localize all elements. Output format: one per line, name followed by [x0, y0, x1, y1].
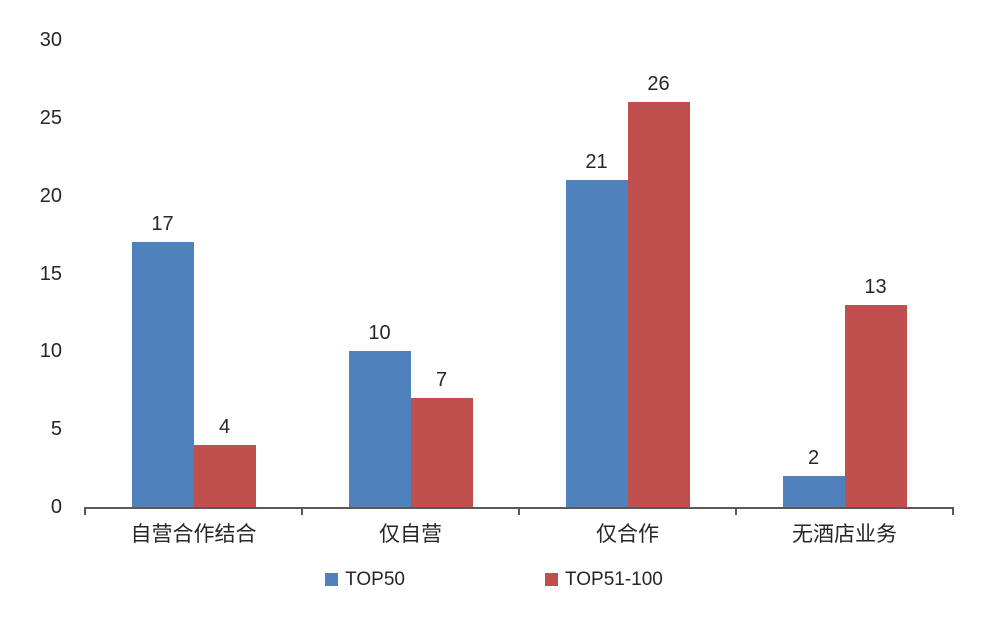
legend-swatch-icon — [325, 573, 339, 586]
bar-top50: 2 — [782, 448, 845, 507]
bar-top50: 21 — [565, 152, 628, 507]
plot-area: 17 4 10 7 21 26 2 13 — [85, 40, 953, 509]
bar-group: 2 13 — [782, 40, 907, 507]
bar-top50: 10 — [348, 323, 411, 507]
legend-swatch-icon — [544, 573, 558, 586]
x-axis-tick — [301, 507, 303, 515]
bar-value-label: 13 — [864, 275, 887, 298]
y-tick-label: 20 — [39, 184, 62, 207]
y-tick-label: 0 — [50, 496, 62, 518]
x-category-label: 仅自营 — [379, 523, 442, 546]
x-axis-tick — [952, 507, 954, 515]
bar-value-label: 26 — [647, 73, 670, 96]
bar-group: 17 4 — [131, 40, 256, 507]
bar-value-label: 21 — [585, 151, 608, 174]
legend-label: TOP51-100 — [564, 569, 663, 590]
bar-group: 10 7 — [348, 40, 473, 507]
y-tick-label: 30 — [39, 29, 62, 51]
legend-label: TOP50 — [345, 569, 405, 590]
bar-top51-100: 4 — [193, 417, 256, 507]
legend-item: TOP50 — [325, 570, 405, 589]
x-category-label: 仅合作 — [596, 523, 659, 546]
x-axis-tick — [84, 507, 86, 515]
bar-top51-100: 13 — [844, 277, 907, 507]
x-axis: 自营合作结合 仅自营 仅合作 无酒店业务 — [85, 522, 953, 550]
legend: TOP50 TOP51-100 — [0, 570, 988, 589]
x-category-label: 自营合作结合 — [130, 523, 257, 546]
bar-top51-100: 26 — [627, 74, 690, 507]
bar-value-label: 10 — [368, 322, 391, 345]
y-tick-label: 10 — [39, 340, 62, 363]
bar-value-label: 4 — [218, 415, 231, 438]
bar-value-label: 17 — [151, 213, 174, 236]
bar-top50: 17 — [131, 214, 194, 507]
x-axis-tick — [518, 507, 520, 515]
y-tick-label: 5 — [50, 418, 62, 441]
y-axis: 0 5 10 15 20 25 30 — [0, 30, 62, 517]
x-axis-ticks — [84, 507, 954, 516]
bar-value-label: 2 — [807, 446, 820, 469]
bar-value-label: 7 — [435, 369, 448, 392]
x-category-label: 无酒店业务 — [792, 523, 897, 546]
legend-item: TOP51-100 — [544, 569, 663, 590]
bar-top51-100: 7 — [410, 370, 473, 507]
x-axis-tick — [735, 507, 737, 515]
y-tick-label: 15 — [39, 262, 62, 285]
bar-group: 21 26 — [565, 40, 690, 507]
y-tick-label: 25 — [39, 106, 62, 129]
